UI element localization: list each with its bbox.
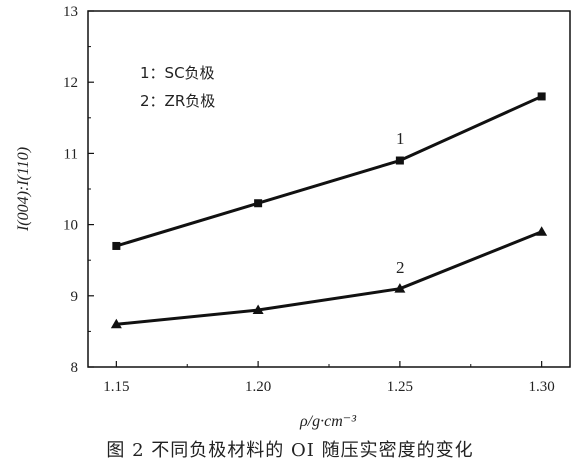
series-1-point: [537, 92, 546, 101]
series-2-point: [110, 318, 122, 329]
series-label-2: 2: [396, 258, 405, 277]
x-tick-label: 1.15: [103, 379, 129, 395]
series-2-point: [394, 283, 406, 293]
series: [110, 92, 548, 329]
series-label-1: 1: [396, 129, 405, 148]
series-2-line: [116, 230, 543, 326]
figure-caption: 图 2 不同负极材料的 OI 随压实密度的变化: [106, 440, 474, 461]
y-tick-label: 13: [63, 4, 78, 20]
y-tick-label: 12: [63, 75, 78, 91]
x-axis-title: ρ/g·cm⁻³: [299, 413, 356, 430]
series-1-point: [254, 199, 263, 208]
y-tick-label: 11: [64, 146, 78, 162]
series-1-line: [115, 95, 543, 248]
y-tick-label: 8: [71, 360, 79, 376]
x-tick-label: 1.25: [387, 379, 413, 395]
x-tick-label: 1.20: [245, 379, 271, 395]
legend-entry-2: 2：ZR负极: [140, 92, 215, 110]
series-2-point: [252, 304, 264, 315]
x-tick-label: 1.30: [529, 379, 555, 395]
y-tick-label: 9: [71, 289, 79, 305]
series-2-point: [536, 226, 548, 236]
legend-entry-1: 1：SC负极: [140, 64, 215, 82]
series-1-point: [395, 156, 404, 165]
y-axis-title: I(004):I(110): [15, 147, 32, 232]
series-1-point: [112, 241, 121, 250]
y-tick-label: 10: [63, 218, 78, 234]
